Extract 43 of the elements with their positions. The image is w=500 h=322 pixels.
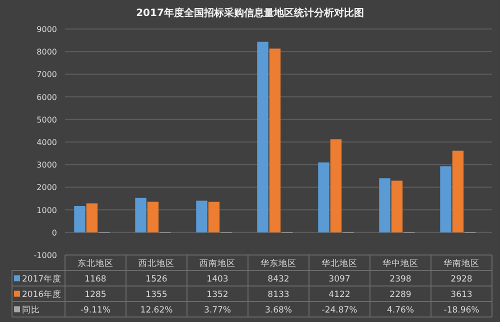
x-tick-label: 华南地区 [444, 258, 480, 269]
data-label: 4122 [328, 290, 350, 300]
legend-label: 2016年度 [22, 289, 62, 300]
data-label: 1526 [146, 274, 168, 284]
x-tick-label: 西北地区 [138, 258, 174, 269]
y-tick-label: 1000 [36, 206, 57, 215]
data-label: 8133 [268, 290, 290, 300]
data-label: 3.68% [264, 306, 292, 316]
data-label: 2289 [390, 290, 412, 300]
data-label: 1168 [84, 274, 106, 284]
data-label: -18.96% [444, 306, 480, 316]
data-label: 2398 [390, 274, 412, 284]
y-tick-label: 4000 [36, 138, 57, 147]
data-label: -24.87% [322, 306, 358, 316]
data-label: 1352 [206, 290, 228, 300]
y-tick-label: 2000 [36, 183, 57, 192]
data-label: -9.11% [80, 306, 111, 316]
data-label: 1285 [84, 290, 106, 300]
y-tick-label: 3000 [36, 160, 57, 170]
y-tick-label: 6000 [36, 92, 57, 102]
x-tick-label: 西南地区 [200, 258, 236, 269]
y-tick-label: 8000 [36, 48, 57, 57]
data-label: 1403 [206, 274, 228, 284]
data-label: 3097 [328, 274, 350, 284]
data-label: 8432 [268, 274, 290, 284]
legend-label: 2017年度 [22, 274, 62, 284]
y-tick-label: -1000 [34, 251, 57, 260]
legend-label: 同比 [22, 304, 40, 316]
x-tick-label: 东北地区 [78, 258, 114, 269]
data-label: 3.77% [204, 306, 232, 316]
data-label: 1355 [146, 290, 168, 300]
y-tick-label: 5000 [36, 115, 57, 124]
x-tick-label: 华北地区 [322, 258, 358, 269]
y-tick-label: 7000 [36, 70, 57, 80]
y-tick-label: 0 [52, 228, 57, 238]
chart-title: 2017年度全国招标采购信息量地区统计分析对比图 [136, 7, 364, 19]
data-label: 3613 [450, 290, 472, 300]
x-tick-label: 华中地区 [382, 258, 418, 269]
data-label: 12.62% [140, 306, 173, 316]
data-label: 2928 [450, 274, 472, 284]
x-tick-label: 华东地区 [260, 258, 296, 269]
y-tick-label: 9000 [36, 25, 57, 34]
data-label: 4.76% [386, 306, 414, 316]
